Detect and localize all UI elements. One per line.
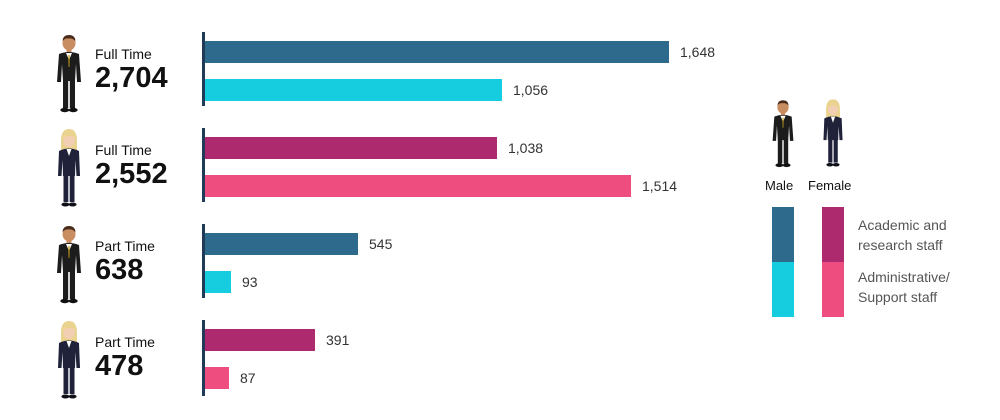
group-total: 2,704 — [95, 62, 168, 94]
bar-value-label: 545 — [369, 236, 393, 252]
bar-male-parttime-academic — [205, 233, 358, 255]
group-label: Part Time 478 — [95, 334, 155, 382]
bar-value-label: 93 — [242, 274, 258, 290]
bar-female-fulltime-admin — [205, 175, 631, 197]
bar-female-fulltime-academic — [205, 137, 497, 159]
legend-academic-label: Academic and research staff — [858, 217, 947, 253]
axis-line — [202, 320, 205, 396]
employment-type: Full Time — [95, 142, 152, 158]
legend-female-label: Female — [808, 178, 852, 193]
female-figure-icon — [54, 129, 84, 209]
female-figure-icon — [54, 321, 84, 401]
bar-value-label: 87 — [240, 370, 256, 386]
bar-value-label: 1,038 — [508, 140, 544, 156]
group-label: Full Time 2,552 — [95, 142, 168, 190]
axis-line — [202, 224, 205, 298]
legend-male-label: Male — [765, 178, 794, 193]
group-total: 638 — [95, 254, 144, 286]
male-figure-icon — [54, 34, 84, 114]
axis-line — [202, 128, 205, 202]
legend-male-admin-swatch — [772, 262, 794, 317]
male-figure-icon — [770, 96, 796, 172]
axis-line — [202, 32, 205, 106]
legend-male-academic-swatch — [772, 207, 794, 262]
bar-female-parttime-admin — [205, 367, 229, 389]
bar-value-label: 391 — [326, 332, 350, 348]
bar-male-fulltime-admin — [205, 79, 502, 101]
bar-value-label: 1,514 — [642, 178, 678, 194]
group-label: Full Time 2,704 — [95, 46, 168, 94]
group-total: 478 — [95, 350, 144, 382]
bar-female-parttime-academic — [205, 329, 315, 351]
employment-type: Part Time — [95, 238, 155, 254]
bar-male-fulltime-academic — [205, 41, 669, 63]
group-label: Part Time 638 — [95, 238, 155, 286]
legend-admin-label: Administrative/ Support staff — [858, 269, 950, 305]
legend-female-admin-swatch — [822, 262, 844, 317]
employment-type: Full Time — [95, 46, 152, 62]
bar-value-label: 1,056 — [513, 82, 549, 98]
bar-male-parttime-admin — [205, 271, 231, 293]
bar-value-label: 1,648 — [680, 44, 716, 60]
employment-type: Part Time — [95, 334, 155, 350]
group-total: 2,552 — [95, 158, 168, 190]
legend-female-academic-swatch — [822, 207, 844, 262]
male-figure-icon — [54, 225, 84, 305]
female-figure-icon — [820, 96, 846, 172]
